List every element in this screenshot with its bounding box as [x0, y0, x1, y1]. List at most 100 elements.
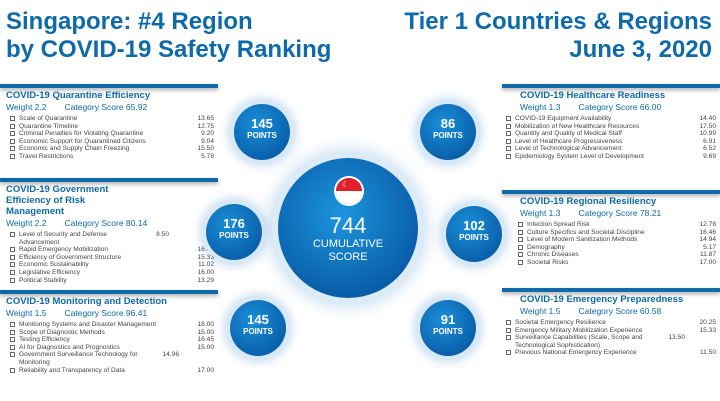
metric-label: Reliability and Transparency of Data — [19, 366, 125, 374]
checkbox-icon — [506, 350, 511, 356]
metric-label: Mobilization of New Healthcare Resources — [515, 122, 640, 130]
score-circle-government: 176 POINTS — [206, 204, 262, 260]
tier-heading: Tier 1 Countries & Regions June 3, 2020 — [404, 8, 712, 64]
points-label: POINTS — [247, 131, 277, 140]
list-item: Quantity and Quality of Medical Staff 10.… — [506, 130, 716, 138]
list-item: Level of Healthcare Progressiveness 6.91 — [506, 138, 716, 146]
checkbox-icon — [518, 244, 523, 250]
metric-label: Efficiency of Government Structure — [19, 253, 122, 261]
list-item: Demography 5.17 — [518, 244, 716, 252]
metric-label: Scale of Quarantine — [19, 115, 78, 122]
metric-value: 14.94 — [699, 236, 716, 244]
cumulative-label: CUMULATIVE — [312, 238, 384, 250]
list-item: Scope of Diagnostic Methods 15.00 — [10, 329, 214, 337]
metric-value: 13.29 — [197, 276, 214, 284]
metric-label: Rapid Emergency Mobilization — [19, 246, 109, 254]
checkbox-icon — [10, 329, 15, 335]
checkbox-icon — [506, 131, 511, 137]
score-circle-monitoring: 145 POINTS — [230, 300, 286, 356]
metric-label: Government Surveillance Technology for M… — [19, 351, 138, 366]
panel-divider — [0, 178, 218, 182]
checkbox-icon — [518, 229, 523, 235]
score-label: SCORE — [328, 251, 368, 263]
list-item: Previous National Emergency Experience 11… — [506, 349, 716, 357]
metric-label: Political Stability — [19, 276, 67, 284]
points-value: 102 — [463, 218, 485, 233]
panel-title: COVID-19 Monitoring and Detection — [6, 296, 167, 307]
points-value: 91 — [440, 312, 456, 327]
metric-value: 6.52 — [703, 145, 716, 153]
list-item: Rapid Emergency Mobilization 16.00 — [10, 246, 214, 254]
metric-value: 16.00 — [197, 246, 214, 254]
metric-value: 9.04 — [201, 137, 214, 145]
points-value: 145 — [247, 312, 269, 327]
list-item: Reliability and Transparency of Data 17.0… — [10, 367, 214, 375]
panel-title: COVID-19 Quarantine Efficiency — [6, 90, 151, 101]
metric-label: COVID-19 Equipment Availability — [515, 115, 612, 122]
panel-healthcare-readiness: COVID-19 Healthcare Readiness Weight 1.3… — [502, 84, 720, 161]
panel-divider — [502, 190, 720, 194]
points-value: 145 — [251, 116, 273, 131]
metric-label: Societal Emergency Resilience — [515, 319, 606, 326]
checkbox-icon — [506, 327, 511, 333]
score-circle-resiliency: 102 POINTS — [446, 206, 502, 262]
metric-label: Criminal Penalties for Violating Quarant… — [19, 130, 144, 138]
metric-list: Scale of Quarantine 13.65 Quarantine Time… — [0, 115, 218, 161]
list-item: Level of Modern Sanitization Methods 14.9… — [518, 236, 716, 244]
list-item: Political Stability 13.29 — [10, 277, 214, 285]
metric-value: 9.20 — [201, 130, 214, 138]
panel-weight: Weight 1.3 — [520, 208, 561, 218]
metric-label: AI for Diagnostics and Prognostics — [19, 343, 120, 351]
panel-weight: Weight 1.5 — [6, 308, 47, 318]
score-circle-emergency: 91 POINTS — [420, 300, 476, 356]
metric-list: Level of Security and Defense Advancemen… — [0, 231, 218, 284]
checkbox-icon — [10, 247, 15, 253]
list-item: Level of Security and Defense Advancemen… — [10, 231, 214, 246]
score-circle-healthcare: 86 POINTS — [420, 104, 476, 160]
singapore-flag-icon: ☾ — [336, 178, 362, 204]
checkbox-icon — [10, 153, 15, 159]
checkbox-icon — [518, 259, 523, 265]
metric-label: Monitoring Systems and Disaster Manageme… — [19, 321, 157, 328]
panel-meta: Weight 1.5 Category Score 96.41 — [0, 307, 218, 321]
list-item: Testing Efficiency 16.45 — [10, 336, 214, 344]
panel-divider — [502, 288, 720, 292]
metric-value: 11.87 — [699, 251, 716, 259]
list-item: Chronic Diseases 11.87 — [518, 251, 716, 259]
metric-value: 15.50 — [197, 145, 214, 153]
panel-title: COVID-19 Healthcare Readiness — [520, 90, 666, 101]
date-line: June 3, 2020 — [569, 36, 712, 63]
panel-score: Category Score 80.14 — [64, 218, 148, 228]
list-item: Government Surveillance Technology for M… — [10, 351, 214, 366]
metric-value: 15.00 — [197, 343, 214, 351]
metric-label: Quarantine Timeline — [19, 122, 79, 130]
metric-label: Travel Restrictions — [19, 152, 74, 160]
list-item: Criminal Penalties for Violating Quarant… — [10, 130, 214, 138]
metric-label: Economic Support for Quarantined Citizen… — [19, 137, 146, 145]
list-item: Quarantine Timeline 12.75 — [10, 123, 214, 131]
metric-value: 16.45 — [197, 336, 214, 344]
checkbox-icon — [10, 322, 15, 327]
checkbox-icon — [10, 123, 15, 129]
panel-meta: Weight 1.5 Category Score 60.58 — [502, 305, 720, 319]
list-item: Economic Sustainability 11.02 — [10, 261, 214, 269]
panel-meta: Weight 2.2 Category Score 65.92 — [0, 101, 218, 115]
panel-divider — [0, 84, 218, 88]
metric-label: Scope of Diagnostic Methods — [19, 328, 105, 336]
list-item: Monitoring Systems and Disaster Manageme… — [10, 321, 214, 329]
metric-value: 10.99 — [699, 130, 716, 138]
list-item: Economic Support for Quarantined Citizen… — [10, 138, 214, 146]
checkbox-icon — [518, 237, 523, 243]
list-item: Scale of Quarantine 13.65 — [10, 115, 214, 123]
points-label: POINTS — [243, 327, 273, 336]
metric-value: 15.00 — [197, 328, 214, 336]
metric-value: 13.65 — [197, 115, 214, 122]
checkbox-icon — [506, 320, 511, 325]
metric-label: Societal Risks — [527, 258, 569, 266]
metric-list: Societal Emergency Resilience 20.25 Emerg… — [502, 319, 720, 357]
panel-regional-resiliency: COVID-19 Regional Resiliency Weight 1.3 … — [502, 190, 720, 267]
panel-government-efficiency: COVID-19 Government Efficiency of Risk M… — [0, 178, 218, 284]
metric-label: Level of Security and Defense Advancemen… — [19, 231, 107, 246]
panel-weight: Weight 2.2 — [6, 218, 47, 228]
checkbox-icon — [506, 146, 511, 152]
